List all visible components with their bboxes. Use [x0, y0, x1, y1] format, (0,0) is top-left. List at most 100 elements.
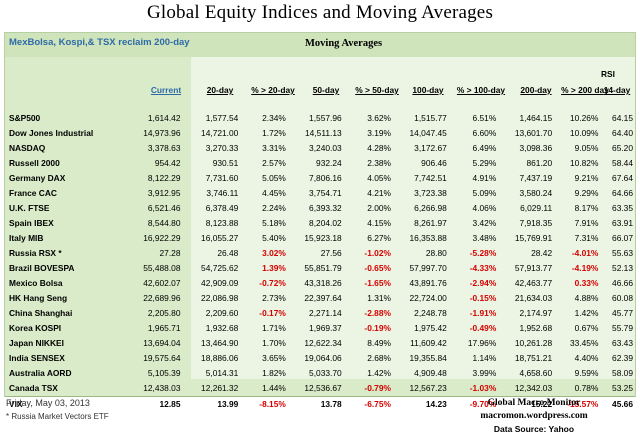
cell-d20: 22,086.98: [201, 293, 239, 303]
cell-cur: 12.85: [131, 396, 185, 412]
indices-table: S&P500 1,614.42 1,577.54 2.34% 1,557.96 3.62%…: [5, 111, 635, 412]
footer-source: Data Source: Yahoo: [493, 424, 575, 434]
cell-rsi: 52.13: [612, 263, 633, 273]
cell-rsi: 63.43: [612, 338, 633, 348]
cell-d200: 13,601.70: [514, 128, 553, 138]
cell-d100: 11,609.42: [410, 338, 447, 348]
footer-note: * Russia Market Vectors ETF: [6, 412, 109, 421]
cell-d100: 43,891.76: [409, 278, 447, 288]
cell-cur: 5,105.39: [147, 368, 181, 378]
cell-p100: 4.06%: [472, 203, 497, 213]
cell-p200: 33.45%: [569, 338, 599, 348]
cell-d50: 2,271.14: [309, 308, 342, 318]
cell-p20: 5.05%: [262, 173, 286, 183]
cell-cur: 19,575.64: [143, 353, 181, 363]
cell-name: Japan NIKKEI: [9, 338, 64, 348]
table-row: Canada TSX 12,438.03 12,261.32 1.44% 12,536.…: [5, 381, 635, 397]
table-row: U.K. FTSE 6,521.46 6,378.49 2.24% 6,393.32 2.…: [5, 201, 635, 216]
table-row: S&P500 1,614.42 1,577.54 2.34% 1,557.96 3.62%…: [5, 111, 635, 126]
cell-rsi: 60.08: [612, 293, 633, 303]
cell-d200: 1,464.15: [519, 113, 553, 123]
cell-p50: 1.42%: [367, 368, 391, 378]
cell-p50: 4.05%: [367, 173, 391, 183]
cell-d20: 6,378.49: [205, 203, 239, 213]
cell-p200: 0.78%: [574, 383, 599, 393]
cell-d20: 7,731.60: [205, 173, 239, 183]
col-pct-20day: % > 20-day: [251, 85, 295, 95]
cell-p50: 4.21%: [367, 188, 391, 198]
cell-d50: 15,923.18: [304, 233, 342, 243]
cell-d20: 13,464.90: [201, 338, 239, 348]
cell-p100: -0.49%: [469, 323, 497, 333]
cell-name: S&P500: [9, 113, 41, 123]
col-200day: 200-day: [520, 85, 552, 95]
cell-name: HK Hang Seng: [9, 293, 68, 303]
table-row: Korea KOSPI 1,965.71 1,932.68 1.71% 1,969.37…: [5, 321, 635, 336]
footer-date: Friday, May 03, 2013: [6, 398, 90, 408]
cell-cur: 16,922.29: [143, 233, 181, 243]
cell-p100: 4.91%: [472, 173, 497, 183]
table-row: Brazil BOVESPA 55,488.08 54,725.62 1.39% 55,…: [5, 261, 635, 276]
cell-d100: 57,997.70: [409, 263, 447, 273]
cell-d50: 1,969.37: [309, 323, 342, 333]
cell-name: Korea KOSPI: [9, 323, 62, 333]
cell-p100: 17.96%: [467, 338, 497, 348]
cell-p100: -4.33%: [469, 263, 497, 273]
cell-p200: 4.40%: [574, 353, 599, 363]
cell-rsi: 53.25: [612, 383, 633, 393]
cell-cur: 1,965.71: [147, 323, 181, 333]
moving-averages-panel: [191, 57, 635, 379]
rsi-heading: RSI: [601, 69, 615, 79]
cell-p200: 0.67%: [574, 323, 599, 333]
cell-p200: 9.29%: [574, 188, 599, 198]
cell-d50: 19,064.06: [304, 353, 342, 363]
cell-cur: 12,438.03: [143, 383, 181, 393]
cell-d50: 932.24: [316, 158, 342, 168]
cell-p50: 1.31%: [367, 293, 391, 303]
cell-p200: 1.42%: [574, 308, 599, 318]
cell-p100: -0.15%: [469, 293, 497, 303]
cell-rsi: 64.40: [612, 128, 633, 138]
cell-cur: 14,973.96: [143, 128, 181, 138]
cell-p100: 6.49%: [472, 143, 497, 153]
table-row: Japan NIKKEI 13,694.04 13,464.90 1.70% 12,62…: [5, 336, 635, 351]
cell-p50: 3.19%: [367, 128, 391, 138]
cell-cur: 954.42: [154, 158, 181, 168]
cell-p100: -5.28%: [469, 248, 497, 258]
cell-d200: 15,769.91: [514, 233, 553, 243]
col-50day: 50-day: [312, 85, 340, 95]
cell-p200: 7.31%: [574, 233, 599, 243]
cell-d20: 1,577.54: [205, 113, 239, 123]
col-rsi-14day: 14-day: [603, 85, 631, 95]
cell-rsi: 67.64: [612, 173, 633, 183]
cell-cur: 8,544.80: [147, 218, 181, 228]
moving-averages-heading: Moving Averages: [305, 38, 383, 49]
cell-rsi: 62.39: [612, 353, 633, 363]
cell-d200: 1,952.68: [519, 323, 553, 333]
col-20day: 20-day: [206, 85, 234, 95]
cell-name: Mexico Bolsa: [9, 278, 63, 288]
cell-p100: -9.70%: [448, 396, 499, 412]
col-current: Current: [150, 85, 182, 95]
cell-p20: -0.72%: [259, 278, 286, 288]
cell-d100: 16,353.88: [409, 233, 447, 243]
cell-d50: 3,754.71: [309, 188, 342, 198]
cell-d200: 57,913.77: [514, 263, 553, 273]
cell-p50: 2.00%: [367, 203, 391, 213]
cell-p20: 3.31%: [262, 143, 286, 153]
cell-d20: 3,270.33: [205, 143, 239, 153]
cell-d50: 8,204.02: [309, 218, 342, 228]
cell-d200: 2,174.97: [519, 308, 553, 318]
cell-d100: 4,909.48: [414, 368, 447, 378]
cell-p100: 1.14%: [472, 353, 497, 363]
cell-p200: 0.33%: [574, 278, 599, 288]
cell-d20: 13.99: [184, 396, 241, 412]
footer-brand: Global Macro Monitor: [487, 398, 581, 408]
cell-d50: 13.78: [287, 396, 344, 412]
cell-d20: 1,932.68: [205, 323, 239, 333]
cell-p200: 9.59%: [574, 368, 599, 378]
cell-d100: 3,172.67: [414, 143, 447, 153]
cell-d200: 18,751.21: [514, 353, 553, 363]
cell-p100: 6.51%: [472, 113, 497, 123]
cell-rsi: 55.79: [612, 323, 633, 333]
